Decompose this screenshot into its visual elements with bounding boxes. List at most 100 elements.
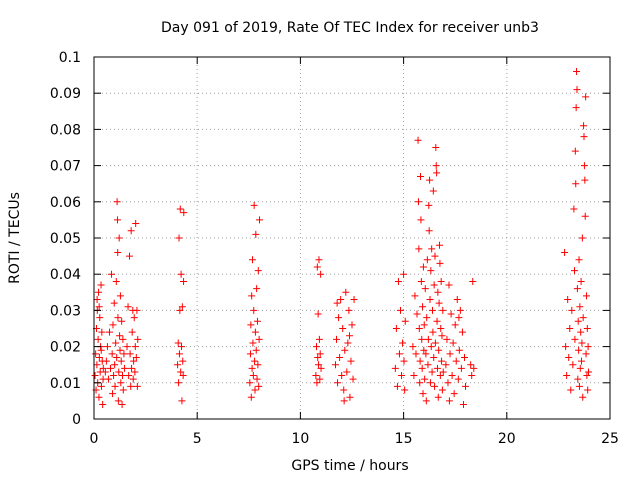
data-point [133, 382, 141, 390]
data-point [253, 375, 261, 383]
data-point [583, 325, 591, 332]
x-tick-label: 5 [193, 431, 202, 447]
data-point [435, 346, 443, 354]
data-point [459, 401, 467, 409]
data-point [437, 277, 445, 285]
data-point [572, 104, 580, 112]
data-point [579, 314, 587, 322]
chart-title: Day 091 of 2019, Rate Of TEC Index for r… [161, 20, 539, 36]
data-point [317, 270, 325, 278]
data-point [434, 288, 442, 296]
data-point [256, 216, 264, 224]
data-point [573, 285, 581, 293]
data-point [176, 306, 184, 314]
data-point [128, 328, 136, 336]
data-point [131, 343, 139, 351]
data-point [415, 245, 423, 253]
data-point [429, 328, 437, 336]
data-point [575, 256, 583, 264]
data-point [422, 350, 430, 358]
data-point [436, 372, 444, 380]
data-point [131, 368, 139, 376]
data-points [91, 67, 593, 409]
data-point [420, 321, 428, 329]
data-point [417, 277, 425, 285]
data-point [438, 386, 446, 394]
data-point [444, 379, 452, 387]
data-point [575, 382, 583, 390]
data-point [584, 343, 592, 351]
axis-ticks: 0 5 10 15 20 25 0 0.01 0.02 0.03 0.04 0.05 0.06 0.07 0… [50, 50, 619, 447]
data-point [439, 368, 447, 376]
x-tick-label: 25 [601, 431, 619, 447]
data-point [249, 372, 257, 380]
data-point [110, 372, 118, 380]
data-point [336, 353, 344, 361]
data-point [91, 372, 99, 380]
data-point [346, 393, 354, 401]
data-point [392, 325, 400, 332]
data-point [446, 350, 454, 358]
data-point [419, 263, 427, 271]
data-point [114, 216, 122, 224]
data-point [567, 386, 575, 394]
data-point [562, 343, 570, 351]
data-point [450, 390, 458, 398]
data-point [95, 303, 103, 311]
data-point [253, 317, 261, 325]
data-point [108, 350, 116, 358]
data-point [430, 281, 438, 289]
data-point [130, 357, 138, 365]
data-point [134, 335, 142, 343]
data-point [460, 353, 468, 361]
data-point [394, 277, 402, 285]
data-point [250, 306, 258, 314]
data-point [180, 209, 188, 217]
data-point [570, 205, 578, 213]
data-point [583, 372, 591, 380]
data-point [247, 321, 255, 329]
data-point [114, 248, 122, 256]
y-tick-label: 0.1 [59, 50, 81, 66]
data-point [570, 267, 578, 275]
data-point [577, 277, 585, 285]
data-point [95, 353, 103, 361]
data-point [457, 364, 465, 372]
data-point [427, 343, 435, 351]
data-point [111, 361, 119, 369]
data-point [347, 357, 355, 365]
data-point [443, 335, 451, 343]
data-point [455, 346, 463, 354]
data-point [344, 339, 352, 347]
data-point [176, 205, 184, 213]
data-point [433, 364, 441, 372]
data-point [345, 306, 353, 314]
data-point [99, 401, 107, 409]
data-point [433, 169, 441, 177]
data-point [582, 350, 590, 358]
data-point [124, 303, 132, 311]
data-point [568, 306, 576, 314]
data-point [399, 339, 407, 347]
data-point [340, 386, 348, 394]
data-point [112, 339, 120, 347]
data-point [430, 353, 438, 361]
data-point [416, 379, 424, 387]
data-point [335, 314, 343, 322]
data-point [581, 212, 589, 220]
data-point [393, 382, 401, 390]
data-point [132, 220, 140, 228]
data-point [130, 314, 138, 322]
data-point [432, 162, 440, 170]
y-tick-label: 0.03 [50, 303, 81, 319]
data-point [333, 299, 341, 307]
data-point [127, 227, 135, 235]
data-point [97, 346, 105, 354]
data-point [573, 67, 581, 75]
data-point [114, 314, 122, 322]
data-point [469, 277, 477, 285]
data-point [109, 390, 117, 398]
data-point [107, 364, 115, 372]
data-point [419, 303, 427, 311]
x-tick-label: 0 [90, 431, 99, 447]
